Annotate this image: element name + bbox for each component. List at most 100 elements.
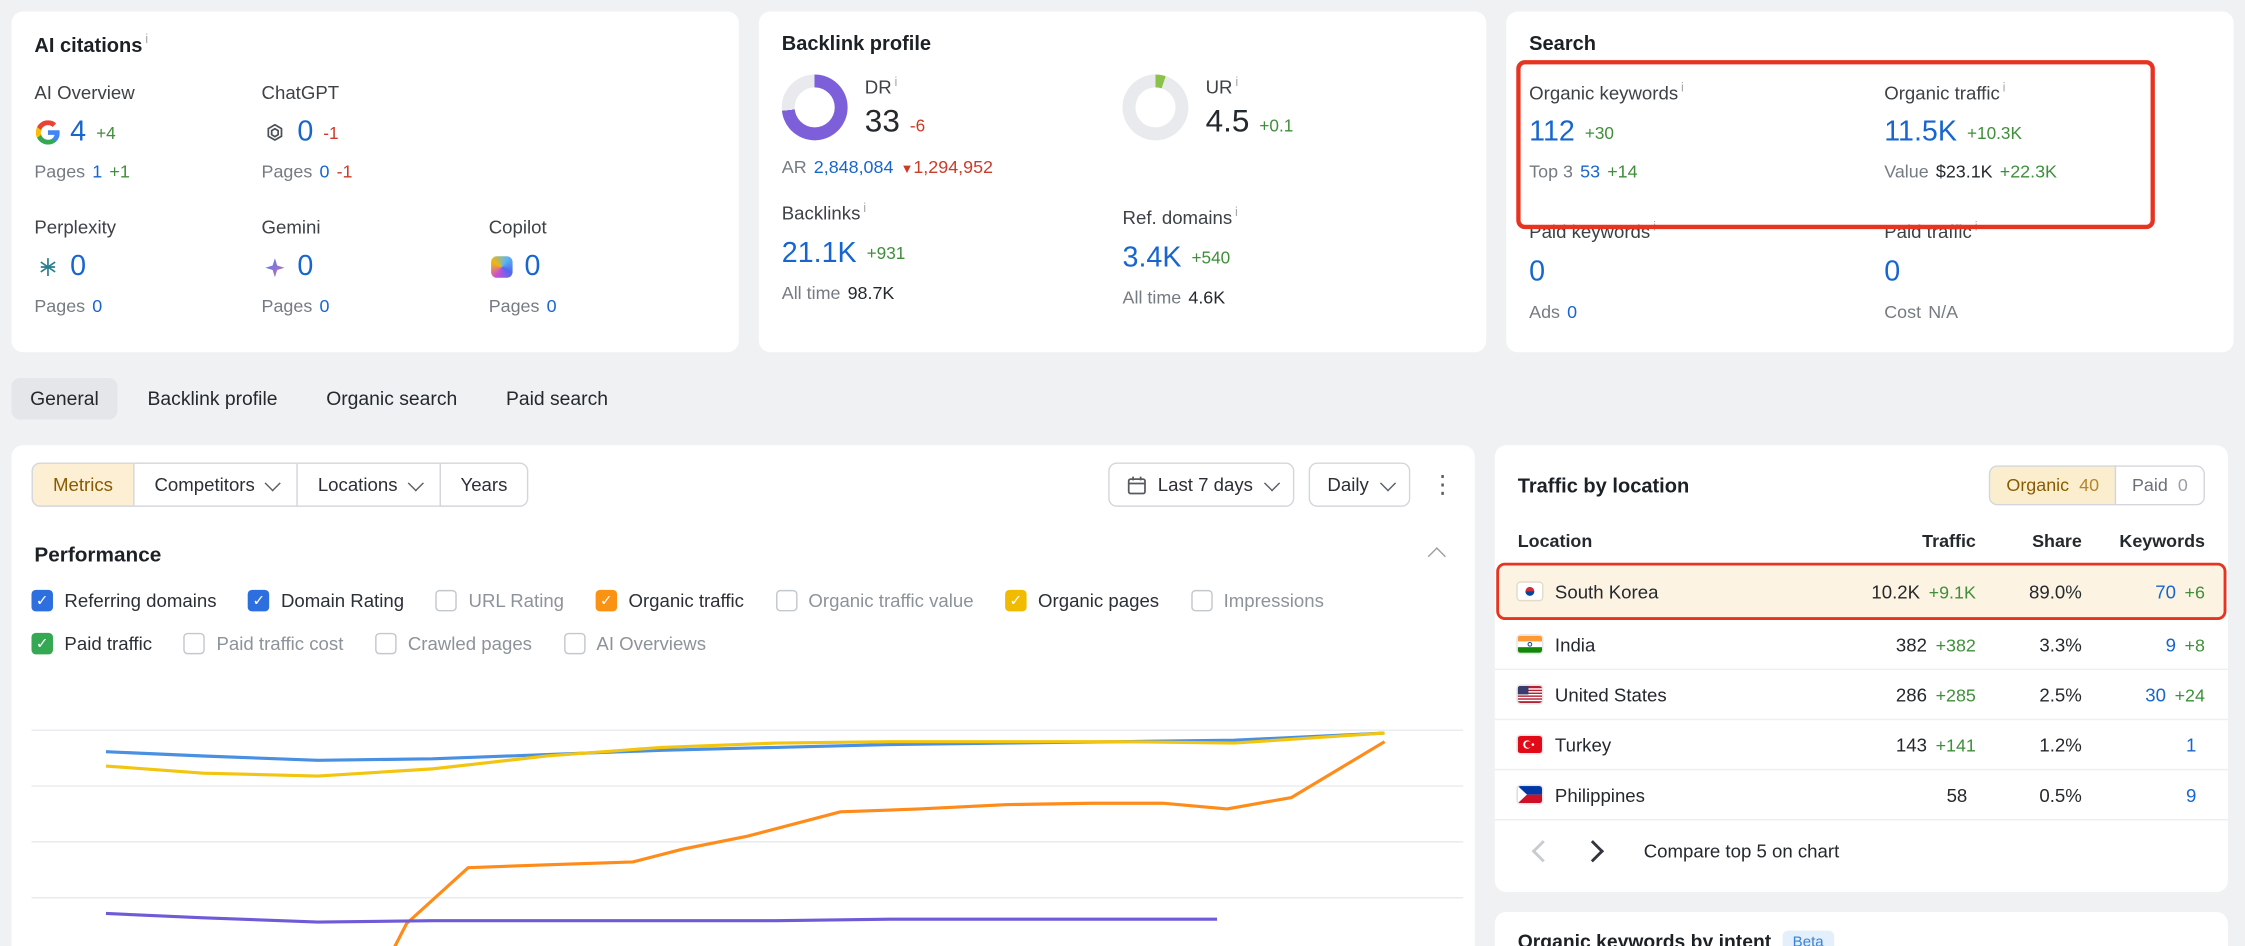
app-viewport: AI citationsi AI Overview 4 +4 Pages 1 +… <box>0 0 2245 946</box>
pages-value[interactable]: 1 <box>92 162 102 182</box>
pages-label: Pages <box>34 297 85 317</box>
performance-chart <box>31 677 1463 946</box>
ai-citations-card: AI citationsi AI Overview 4 +4 Pages 1 +… <box>11 11 738 352</box>
ads-label: Ads <box>1529 302 1560 322</box>
info-icon[interactable]: i <box>863 201 866 215</box>
metric-checkbox-paid-traffic[interactable]: ✓Paid traffic <box>31 633 152 654</box>
info-icon[interactable]: i <box>1235 205 1238 219</box>
competitors-button[interactable]: Competitors <box>133 462 298 506</box>
checkbox-checked-icon: ✓ <box>31 590 52 611</box>
metric-checkbox-referring-domains[interactable]: ✓Referring domains <box>31 590 216 611</box>
organic-traffic-label: Organic traffici <box>1884 80 2210 103</box>
top3-value[interactable]: 53 <box>1580 162 1600 182</box>
search-card: Search Organic keywordsi 112 +30 Top 3 5… <box>1506 11 2233 352</box>
paid-keywords-value[interactable]: 0 <box>1529 256 1545 289</box>
column-header-share[interactable]: Share <box>1976 531 2082 551</box>
organic-traffic-value[interactable]: 11.5K <box>1884 116 1957 149</box>
pages-value[interactable]: 0 <box>319 297 329 317</box>
traffic-row-united-states[interactable]: United States 286+285 2.5% 30+24 <box>1495 670 2228 720</box>
ai-citation-copilot: Copilot 0 Pages 0 <box>489 217 716 317</box>
ads-value[interactable]: 0 <box>1567 302 1577 322</box>
chatgpt-icon <box>262 120 288 146</box>
metric-checkbox-organic-pages[interactable]: ✓Organic pages <box>1005 590 1159 611</box>
view-segmented-control: Metrics Competitors Locations Years <box>31 462 528 506</box>
ai-citations-grid: AI Overview 4 +4 Pages 1 +1 ChatGPT <box>34 82 716 317</box>
overview-cards-row: AI citationsi AI Overview 4 +4 Pages 1 +… <box>0 0 2245 352</box>
right-column: Traffic by location Organic40 Paid0 Loca… <box>1495 445 2228 946</box>
column-header-keywords[interactable]: Keywords <box>2082 531 2205 551</box>
date-range-button[interactable]: Last 7 days <box>1108 462 1295 506</box>
tab-organic-search[interactable]: Organic search <box>308 378 476 420</box>
collapse-chevron-icon[interactable] <box>1428 546 1446 564</box>
chatgpt-value[interactable]: 0 <box>297 116 313 149</box>
tab-paid-search[interactable]: Paid search <box>487 378 626 420</box>
traffic-row-south-korea[interactable]: South Korea 10.2K+9.1K 89.0% 70+6 <box>1496 563 2226 620</box>
backlink-profile-grid: DRi 33 -6 AR 2,848,084 ▼1,294,952 <box>782 74 1464 307</box>
locations-button[interactable]: Locations <box>296 462 440 506</box>
copilot-value[interactable]: 0 <box>525 251 541 284</box>
paid-keywords-metric: Paid keywordsi 0 Ads 0 <box>1529 220 1884 322</box>
metric-checkbox-domain-rating[interactable]: ✓Domain Rating <box>248 590 404 611</box>
copilot-icon <box>489 255 515 281</box>
info-icon[interactable]: i <box>895 74 898 88</box>
info-icon[interactable]: i <box>1975 220 1978 234</box>
section-tabs: General Backlink profile Organic search … <box>11 378 2233 420</box>
dr-donut-chart <box>782 75 848 141</box>
info-icon[interactable]: i <box>1235 74 1238 88</box>
ref-domains-value[interactable]: 3.4K <box>1123 241 1182 274</box>
traffic-by-location-title: Traffic by location <box>1518 474 1690 497</box>
value-delta: +22.3K <box>2000 162 2057 182</box>
paid-traffic-metric: Paid traffici 0 Cost N/A <box>1884 220 2210 322</box>
metric-checkbox-impressions[interactable]: Impressions <box>1191 590 1324 611</box>
backlinks-value[interactable]: 21.1K <box>782 237 857 270</box>
years-button[interactable]: Years <box>439 462 529 506</box>
ai-citations-title-row: AI citationsi <box>34 31 716 59</box>
ar-value[interactable]: 2,848,084 <box>814 158 894 178</box>
chevron-down-icon <box>264 475 280 491</box>
info-icon[interactable]: i <box>145 31 148 45</box>
metrics-button[interactable]: Metrics <box>31 462 134 506</box>
perplexity-value[interactable]: 0 <box>70 251 86 284</box>
checkbox-unchecked-icon <box>184 633 205 654</box>
gemini-value[interactable]: 0 <box>297 251 313 284</box>
column-header-location[interactable]: Location <box>1518 531 1816 551</box>
more-options-icon[interactable]: ⋮ <box>1430 472 1454 496</box>
granularity-button[interactable]: Daily <box>1309 462 1411 506</box>
chart-line-domain-rating <box>106 913 1217 922</box>
previous-page-icon[interactable] <box>1532 840 1554 862</box>
pages-delta: +1 <box>109 162 129 182</box>
ref-domains-delta: +540 <box>1191 248 1230 268</box>
top3-label: Top 3 <box>1529 162 1573 182</box>
metric-checkbox-paid-traffic-cost[interactable]: Paid traffic cost <box>184 633 344 654</box>
organic-traffic-metric: Organic traffici 11.5K +10.3K Value $23.… <box>1884 80 2210 182</box>
chart-toolbar: Metrics Competitors Locations Years Last… <box>31 462 1454 506</box>
flag-turkey-icon <box>1518 736 1542 753</box>
paid-traffic-value[interactable]: 0 <box>1884 256 1900 289</box>
traffic-row-turkey[interactable]: Turkey 143+141 1.2% 1 <box>1495 720 2228 770</box>
tab-general[interactable]: General <box>11 378 117 420</box>
tab-backlink-profile[interactable]: Backlink profile <box>129 378 296 420</box>
ai-overview-label: AI Overview <box>34 82 261 103</box>
pages-value[interactable]: 0 <box>547 297 557 317</box>
metric-checkbox-crawled-pages[interactable]: Crawled pages <box>375 633 532 654</box>
info-icon[interactable]: i <box>1681 80 1684 94</box>
metric-checkbox-organic-traffic-value[interactable]: Organic traffic value <box>775 590 973 611</box>
compare-top5-button[interactable]: Compare top 5 on chart <box>1644 840 1840 861</box>
ai-overview-value[interactable]: 4 <box>70 116 86 149</box>
metric-checkbox-ai-overviews[interactable]: AI Overviews <box>563 633 706 654</box>
metric-checkbox-url-rating[interactable]: URL Rating <box>436 590 564 611</box>
info-icon[interactable]: i <box>1653 220 1656 234</box>
info-icon[interactable]: i <box>2003 80 2006 94</box>
pages-label: Pages <box>262 297 313 317</box>
paid-toggle-button[interactable]: Paid0 <box>2115 465 2205 505</box>
organic-toggle-button[interactable]: Organic40 <box>1989 465 2116 505</box>
column-header-traffic[interactable]: Traffic <box>1816 531 1976 551</box>
pages-value[interactable]: 0 <box>319 162 329 182</box>
organic-keywords-value[interactable]: 112 <box>1529 116 1575 149</box>
traffic-row-india[interactable]: India 382+382 3.3% 9+8 <box>1495 620 2228 670</box>
traffic-row-philippines[interactable]: Philippines 58 0.5% 9 <box>1495 770 2228 820</box>
metric-checkbox-organic-traffic[interactable]: ✓Organic traffic <box>596 590 744 611</box>
backlinks-label: Backlinksi <box>782 201 1123 224</box>
next-page-icon[interactable] <box>1582 840 1604 862</box>
pages-value[interactable]: 0 <box>92 297 102 317</box>
